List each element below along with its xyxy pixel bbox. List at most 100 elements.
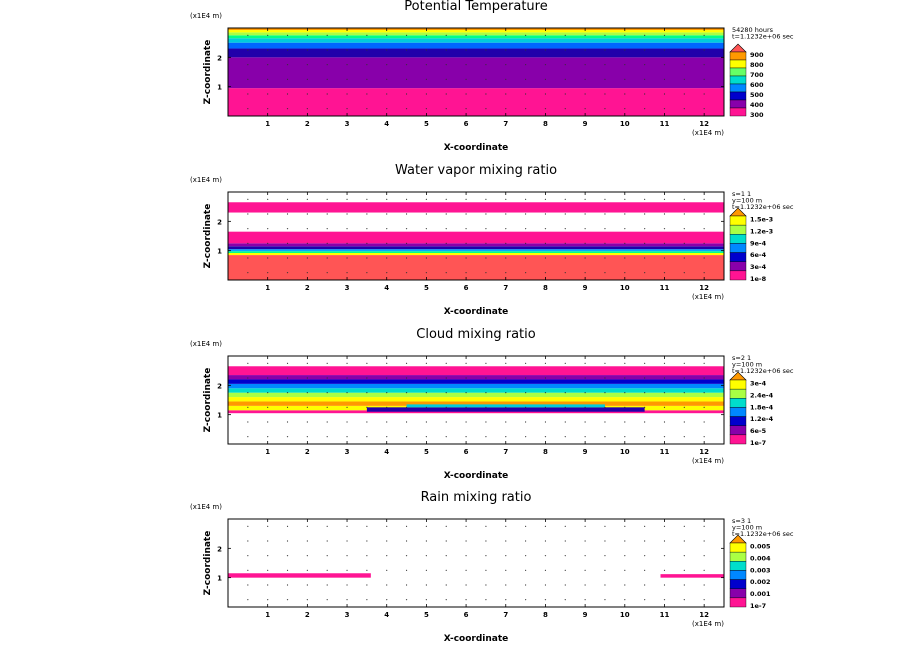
grid-dot [445,108,447,110]
grid-dot [306,377,308,379]
grid-dot [405,421,408,423]
grid-dot [306,525,308,527]
grid-dot [306,421,308,423]
grid-dot [584,228,586,230]
grid-dot [544,584,547,586]
grid-dot [267,540,269,542]
plot-area [228,525,724,601]
colorbar-label: 800 [750,61,764,69]
grid-dot [445,93,447,95]
grid-dot [564,213,566,215]
info-text: t=1.1232e+06 sec [732,530,794,538]
x-tick-label: 6 [464,448,469,456]
grid-dot [663,34,666,36]
grid-dot [564,377,566,379]
grid-dot [405,584,408,586]
grid-dot [366,569,368,571]
contour-band [228,379,724,384]
colorbar-segment [729,234,747,244]
grid-dot [604,242,606,244]
grid-dot [445,362,447,364]
x-tick-label: 10 [620,448,630,456]
grid-dot [703,257,705,259]
colorbar-segment [729,99,747,109]
contour-band [228,249,724,252]
grid-dot [445,436,447,438]
colorbar-label: 0.003 [750,566,771,574]
grid-dot [624,64,626,66]
grid-dot [644,525,646,527]
contour-band [228,375,724,380]
x-tick-label: 5 [424,611,429,619]
grid-dot [445,392,447,394]
grid-dot [386,525,388,527]
grid-dot [624,525,626,527]
x-axis-label: X-coordinate [444,143,509,153]
grid-dot [405,525,408,527]
grid-dot [604,406,606,408]
grid-dot [445,272,447,274]
grid-dot [386,436,388,438]
grid-dot [465,198,467,200]
contour-band [228,397,724,402]
colorbar-label: 1e-7 [750,602,766,610]
x-tick-label: 9 [583,448,588,456]
x-tick-label: 10 [620,611,630,619]
grid-dot [505,540,507,542]
grid-dot [346,93,348,95]
grid-dot [525,198,527,200]
grid-dot [544,569,547,571]
grid-dot [286,377,289,379]
grid-dot [306,213,308,215]
grid-dot [525,540,527,542]
colorbar-label: 3e-4 [750,263,767,271]
grid-dot [544,228,547,230]
grid-dot [624,584,626,586]
grid-dot [564,569,566,571]
grid-dot [306,64,308,66]
contour-band [228,255,724,280]
grid-dot [247,555,249,557]
grid-dot [326,93,328,95]
grid-dot [485,93,487,95]
grid-dot [386,272,388,274]
grid-dot [405,34,408,36]
grid-dot [445,599,447,601]
grid-dot [544,540,547,542]
x-tick-label: 11 [660,448,670,456]
x-tick-label: 5 [424,284,429,292]
grid-dot [286,198,289,200]
grid-dot [604,436,606,438]
grid-dot [405,362,408,364]
grid-dot [525,569,527,571]
grid-dot [425,272,427,274]
grid-dot [346,406,348,408]
grid-dot [584,257,586,259]
grid-dot [683,436,685,438]
grid-dot [703,525,705,527]
grid-dot [326,213,328,215]
x-tick-label: 4 [384,284,389,292]
grid-dot [425,242,427,244]
grid-dot [663,525,666,527]
grid-dot [644,406,646,408]
x-tick-label: 7 [503,611,508,619]
x-tick-label: 4 [384,120,389,128]
colorbar-arrow [729,43,747,53]
contour-band [228,202,724,213]
grid-dot [247,406,249,408]
grid-dot [247,525,249,527]
grid-dot [624,78,626,80]
colorbar-segment [729,67,747,77]
grid-dot [525,377,527,379]
grid-dot [644,569,646,571]
grid-dot [505,108,507,110]
grid-dot [286,525,289,527]
grid-dot [584,525,586,527]
grid-dot [247,242,249,244]
x-axis-label: X-coordinate [444,307,509,317]
grid-dot [386,377,388,379]
grid-dot [366,34,368,36]
grid-dot [624,421,626,423]
x-tick-label: 7 [503,284,508,292]
